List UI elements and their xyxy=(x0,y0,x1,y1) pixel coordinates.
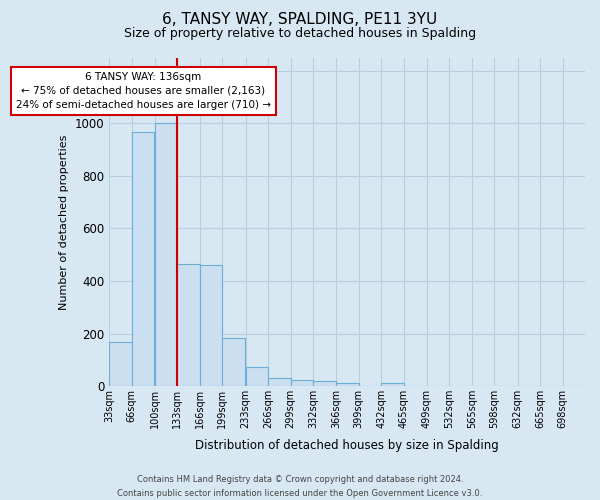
Text: Contains HM Land Registry data © Crown copyright and database right 2024.
Contai: Contains HM Land Registry data © Crown c… xyxy=(118,476,482,498)
Text: 6 TANSY WAY: 136sqm
← 75% of detached houses are smaller (2,163)
24% of semi-det: 6 TANSY WAY: 136sqm ← 75% of detached ho… xyxy=(16,72,271,110)
Bar xyxy=(336,383,359,386)
X-axis label: Distribution of detached houses by size in Spalding: Distribution of detached houses by size … xyxy=(195,440,499,452)
Bar xyxy=(131,132,154,386)
Text: Size of property relative to detached houses in Spalding: Size of property relative to detached ho… xyxy=(124,28,476,40)
Bar xyxy=(381,383,404,386)
Bar xyxy=(223,338,245,386)
Y-axis label: Number of detached properties: Number of detached properties xyxy=(59,134,69,310)
Bar xyxy=(200,266,223,386)
Bar xyxy=(268,378,290,386)
Bar xyxy=(313,381,335,386)
Bar xyxy=(245,366,268,386)
Text: 6, TANSY WAY, SPALDING, PE11 3YU: 6, TANSY WAY, SPALDING, PE11 3YU xyxy=(163,12,437,28)
Bar xyxy=(178,264,200,386)
Bar xyxy=(109,342,131,386)
Bar xyxy=(155,123,178,386)
Bar xyxy=(290,380,313,386)
